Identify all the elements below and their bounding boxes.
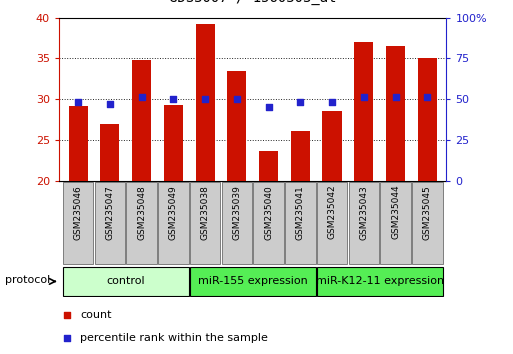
FancyBboxPatch shape <box>380 182 411 264</box>
Text: percentile rank within the sample: percentile rank within the sample <box>81 333 268 343</box>
Text: control: control <box>106 276 145 286</box>
FancyBboxPatch shape <box>222 182 252 264</box>
FancyBboxPatch shape <box>63 182 93 264</box>
Point <box>233 96 241 102</box>
Point <box>328 99 336 105</box>
Point <box>169 96 177 102</box>
Point <box>264 104 272 110</box>
FancyBboxPatch shape <box>412 182 443 264</box>
Text: count: count <box>81 310 112 320</box>
FancyBboxPatch shape <box>253 182 284 264</box>
Bar <box>132 60 151 181</box>
FancyBboxPatch shape <box>158 182 188 264</box>
Point <box>391 95 400 100</box>
Bar <box>386 46 405 181</box>
Point <box>137 95 146 100</box>
Text: GSM235040: GSM235040 <box>264 185 273 240</box>
Text: GSM235038: GSM235038 <box>201 185 209 240</box>
Text: GDS3007 / 1560303_at: GDS3007 / 1560303_at <box>169 0 337 5</box>
FancyBboxPatch shape <box>126 182 157 264</box>
Text: miR-155 expression: miR-155 expression <box>198 276 307 286</box>
Text: miR-K12-11 expression: miR-K12-11 expression <box>315 276 444 286</box>
Point <box>360 95 368 100</box>
Text: GSM235044: GSM235044 <box>391 185 400 239</box>
FancyBboxPatch shape <box>285 182 315 264</box>
FancyBboxPatch shape <box>190 182 220 264</box>
Text: GSM235048: GSM235048 <box>137 185 146 240</box>
FancyBboxPatch shape <box>94 182 125 264</box>
Bar <box>69 105 88 181</box>
Bar <box>100 124 120 181</box>
Bar <box>164 105 183 181</box>
Bar <box>418 58 437 181</box>
Bar <box>195 24 214 181</box>
Text: GSM235043: GSM235043 <box>359 185 368 240</box>
Text: GSM235045: GSM235045 <box>423 185 432 240</box>
Text: GSM235042: GSM235042 <box>327 185 337 239</box>
Bar <box>227 70 246 181</box>
Point <box>74 99 82 105</box>
Bar <box>259 151 278 181</box>
Text: GSM235046: GSM235046 <box>73 185 83 240</box>
Point <box>201 96 209 102</box>
FancyBboxPatch shape <box>348 182 379 264</box>
Bar <box>291 131 310 181</box>
Text: protocol: protocol <box>5 275 50 285</box>
Point <box>296 99 304 105</box>
Point <box>63 335 71 341</box>
FancyBboxPatch shape <box>190 267 315 296</box>
FancyBboxPatch shape <box>63 267 188 296</box>
FancyBboxPatch shape <box>317 182 347 264</box>
Point <box>63 312 71 318</box>
Point <box>106 101 114 107</box>
Text: GSM235041: GSM235041 <box>296 185 305 240</box>
Text: GSM235047: GSM235047 <box>105 185 114 240</box>
Bar <box>354 42 373 181</box>
FancyBboxPatch shape <box>317 267 443 296</box>
Text: GSM235049: GSM235049 <box>169 185 178 240</box>
Bar <box>323 111 342 181</box>
Point <box>423 95 431 100</box>
Text: GSM235039: GSM235039 <box>232 185 241 240</box>
